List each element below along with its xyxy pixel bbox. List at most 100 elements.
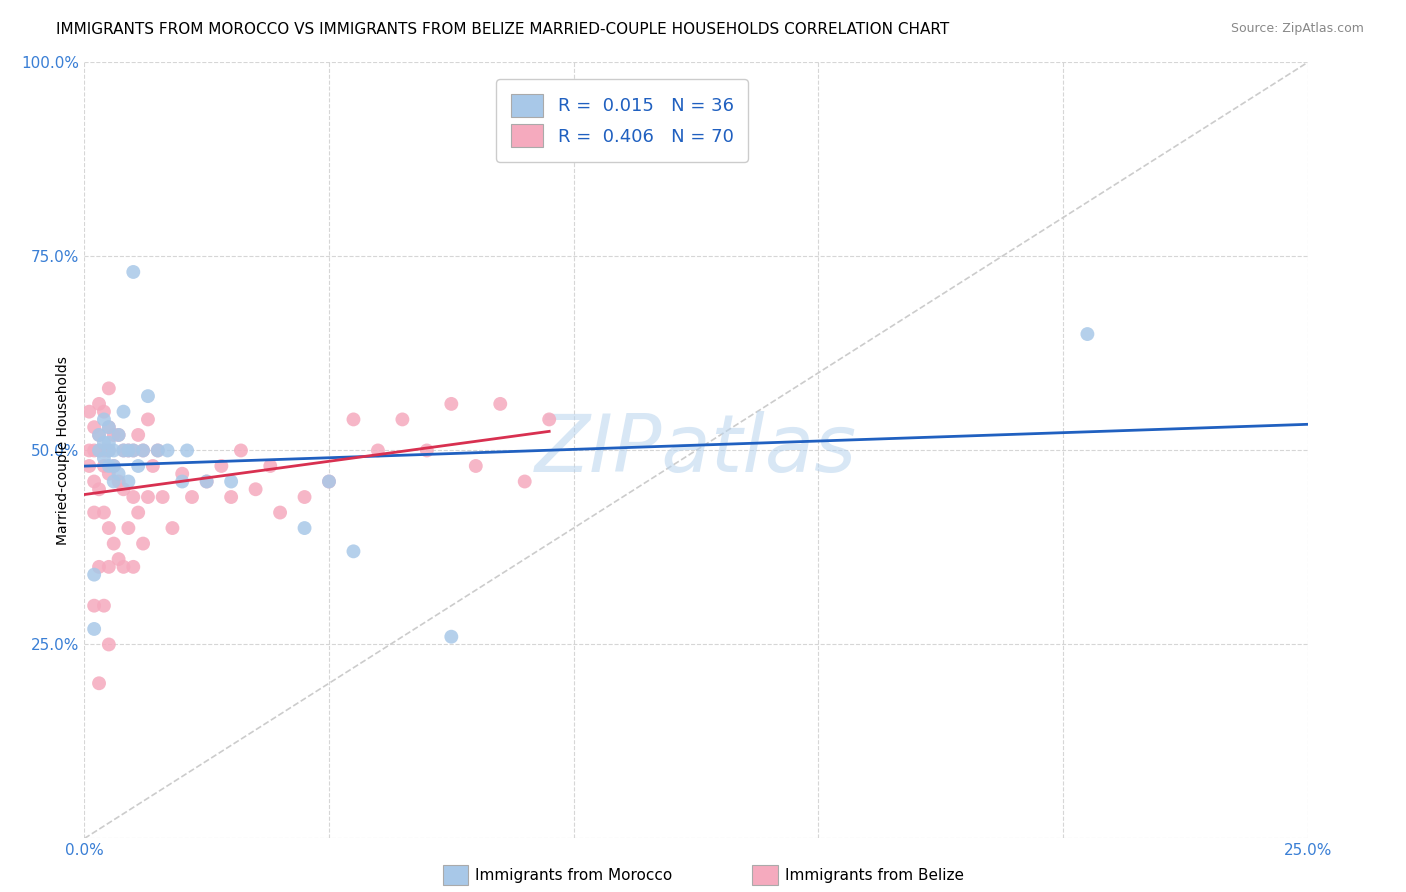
Point bbox=[342, 412, 364, 426]
Text: Immigrants from Morocco: Immigrants from Morocco bbox=[475, 868, 672, 882]
Point bbox=[87, 560, 110, 574]
Point bbox=[416, 443, 439, 458]
Point bbox=[513, 475, 536, 489]
Point bbox=[97, 521, 120, 535]
Point bbox=[97, 637, 120, 651]
Point bbox=[87, 443, 110, 458]
Point bbox=[209, 458, 232, 473]
Legend: R =  0.015   N = 36, R =  0.406   N = 70: R = 0.015 N = 36, R = 0.406 N = 70 bbox=[496, 79, 748, 161]
Point bbox=[97, 443, 120, 458]
Point bbox=[142, 458, 165, 473]
Point bbox=[77, 458, 100, 473]
Point bbox=[1076, 326, 1098, 341]
Point bbox=[538, 412, 561, 426]
Point bbox=[132, 443, 155, 458]
Point bbox=[132, 536, 155, 550]
Point bbox=[127, 458, 149, 473]
Point bbox=[112, 443, 135, 458]
Point bbox=[489, 397, 512, 411]
Point bbox=[112, 443, 135, 458]
Text: ZIPatlas: ZIPatlas bbox=[534, 411, 858, 490]
Point bbox=[117, 521, 139, 535]
Point bbox=[132, 443, 155, 458]
Point bbox=[136, 412, 159, 426]
Point bbox=[127, 506, 149, 520]
Point bbox=[87, 443, 110, 458]
Point bbox=[219, 490, 242, 504]
Point bbox=[103, 458, 125, 473]
Point bbox=[172, 475, 194, 489]
Point bbox=[87, 428, 110, 442]
Point bbox=[294, 490, 316, 504]
Point bbox=[195, 475, 218, 489]
Point bbox=[87, 676, 110, 690]
Point bbox=[367, 443, 389, 458]
Point bbox=[117, 443, 139, 458]
Point bbox=[77, 443, 100, 458]
Point bbox=[107, 475, 129, 489]
Point bbox=[97, 420, 120, 434]
Point bbox=[176, 443, 198, 458]
Point bbox=[103, 443, 125, 458]
Point bbox=[103, 536, 125, 550]
Point bbox=[93, 458, 115, 473]
Point bbox=[112, 483, 135, 497]
Point bbox=[107, 428, 129, 442]
Point bbox=[107, 552, 129, 566]
Point bbox=[146, 443, 169, 458]
Point bbox=[93, 435, 115, 450]
Point bbox=[122, 443, 145, 458]
Point bbox=[195, 475, 218, 489]
Point bbox=[219, 475, 242, 489]
Point bbox=[87, 483, 110, 497]
Point bbox=[103, 475, 125, 489]
Point bbox=[117, 443, 139, 458]
Point bbox=[97, 467, 120, 481]
Point bbox=[83, 506, 105, 520]
Point bbox=[112, 405, 135, 419]
Point bbox=[83, 443, 105, 458]
Point bbox=[117, 475, 139, 489]
Point bbox=[93, 506, 115, 520]
Point bbox=[122, 490, 145, 504]
Point bbox=[93, 405, 115, 419]
Point bbox=[122, 560, 145, 574]
Point bbox=[122, 443, 145, 458]
Point bbox=[181, 490, 204, 504]
Point bbox=[93, 451, 115, 466]
Point bbox=[440, 397, 463, 411]
Point bbox=[97, 443, 120, 458]
Point bbox=[97, 420, 120, 434]
Point bbox=[146, 443, 169, 458]
Point bbox=[440, 630, 463, 644]
Point bbox=[93, 412, 115, 426]
Point bbox=[87, 397, 110, 411]
Point bbox=[107, 428, 129, 442]
Y-axis label: Married-couple Households: Married-couple Households bbox=[56, 356, 70, 545]
Point bbox=[269, 506, 291, 520]
Point bbox=[229, 443, 252, 458]
Point bbox=[93, 443, 115, 458]
Point bbox=[83, 622, 105, 636]
Point bbox=[83, 599, 105, 613]
Point bbox=[156, 443, 179, 458]
Point bbox=[127, 428, 149, 442]
Point bbox=[318, 475, 340, 489]
Point bbox=[103, 458, 125, 473]
Point bbox=[122, 265, 145, 279]
Point bbox=[152, 490, 174, 504]
Point bbox=[172, 467, 194, 481]
Point bbox=[245, 483, 267, 497]
Point bbox=[83, 420, 105, 434]
Text: IMMIGRANTS FROM MOROCCO VS IMMIGRANTS FROM BELIZE MARRIED-COUPLE HOUSEHOLDS CORR: IMMIGRANTS FROM MOROCCO VS IMMIGRANTS FR… bbox=[56, 22, 949, 37]
Point bbox=[97, 381, 120, 395]
Text: Immigrants from Belize: Immigrants from Belize bbox=[785, 868, 963, 882]
Point bbox=[77, 405, 100, 419]
Point bbox=[136, 490, 159, 504]
Point bbox=[103, 428, 125, 442]
Point bbox=[97, 435, 120, 450]
Point bbox=[162, 521, 184, 535]
Point bbox=[112, 560, 135, 574]
Point bbox=[97, 560, 120, 574]
Point bbox=[259, 458, 281, 473]
